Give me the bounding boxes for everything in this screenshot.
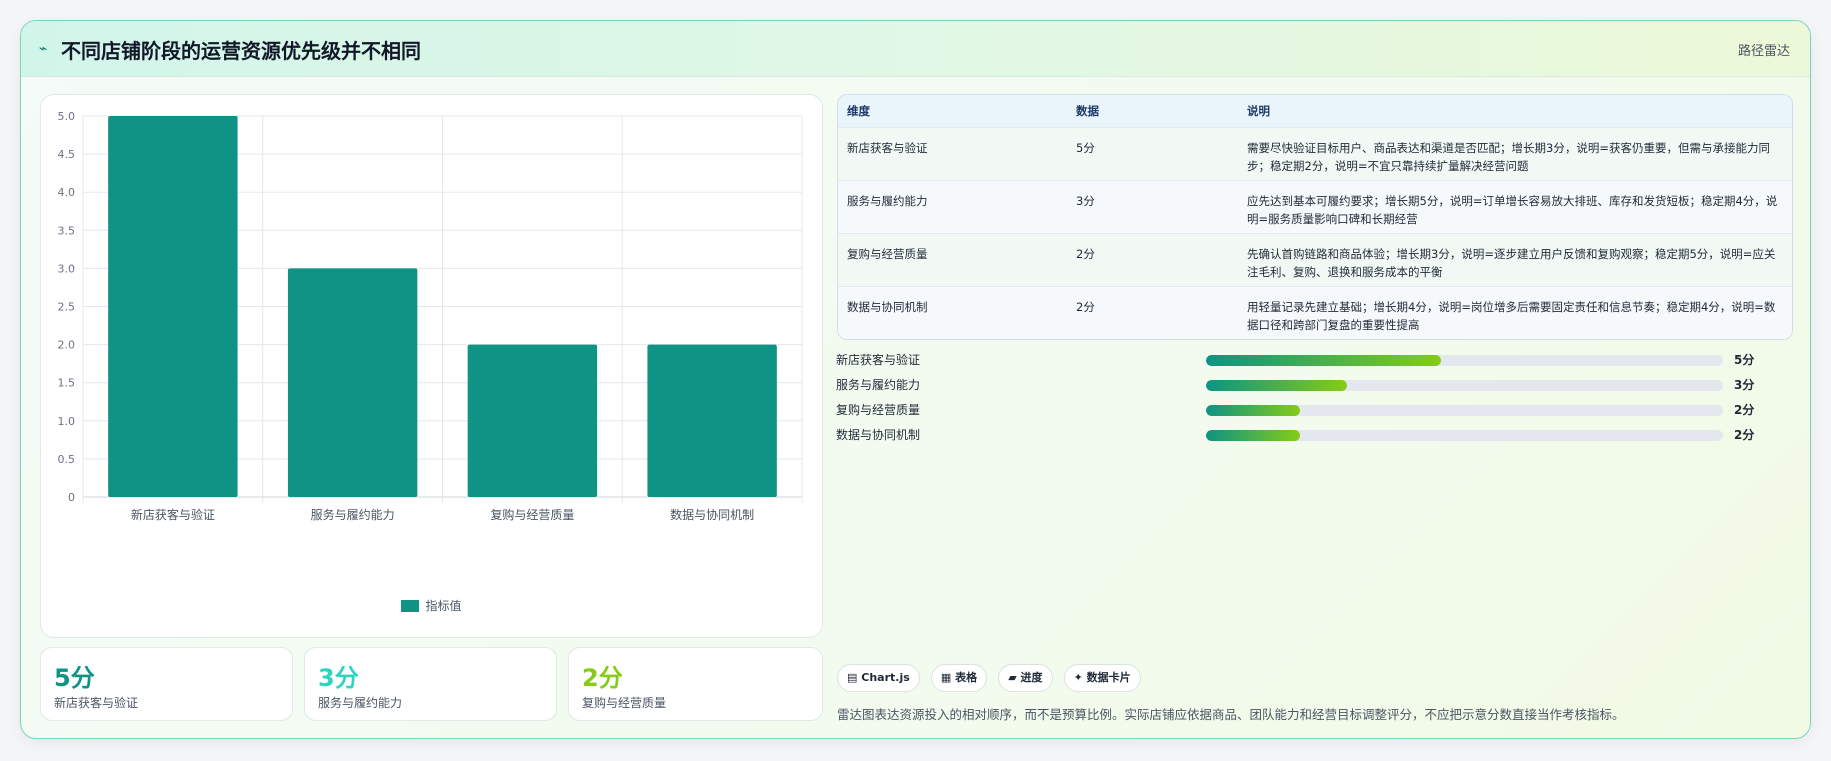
chip-label: 进度 [1020, 671, 1043, 684]
header-tag: 路径雷达 [1737, 44, 1790, 59]
legend-swatch [401, 600, 420, 612]
y-tick-label: 0.5 [58, 453, 76, 466]
y-tick-label: 3.0 [58, 262, 76, 275]
bar [467, 344, 598, 497]
stat-card-service: 3分 服务与履约能力 [304, 647, 557, 721]
progress-track [1206, 380, 1723, 391]
progress-row: 复购与经营质量 2分 [836, 398, 1796, 423]
table-header-row: 维度 数据 说明 [838, 95, 1792, 127]
cell-note: 需要尽快验证目标用户、商品表达和渠道是否匹配；增长期3分，说明=获客仍重要，但需… [1247, 140, 1770, 173]
stat-label: 复购与经营质量 [582, 696, 667, 710]
sparkle-icon: ✦ [1073, 671, 1083, 684]
chip-table[interactable]: ▦ 表格 [930, 664, 988, 692]
cell-value: 3分 [1076, 193, 1095, 208]
footnote: 雷达图表达资源投入的相对顺序，而不是预算比例。实际店铺应依据商品、团队能力和经营… [837, 707, 1625, 722]
chart-icon: ▤ [847, 671, 858, 684]
progress-value: 2分 [1734, 403, 1755, 417]
data-table-panel: 维度 数据 说明 新店获客与验证 5分 需要尽快验证目标用户、商品表达和渠道是否… [837, 94, 1793, 340]
stat-label: 服务与履约能力 [318, 696, 403, 710]
chip-label: 数据卡片 [1086, 671, 1131, 684]
y-tick-label: 2.0 [58, 339, 76, 352]
cell-note: 应先达到基本可履约要求；增长期5分，说明=订单增长容易放大排班、库存和发货短板；… [1247, 193, 1778, 226]
progress-fill [1206, 380, 1347, 391]
x-tick-label: 数据与协同机制 [670, 507, 754, 522]
cell-value: 5分 [1076, 140, 1095, 155]
x-tick-label: 复购与经营质量 [490, 507, 574, 522]
progress-value: 5分 [1734, 353, 1755, 367]
table-row: 数据与协同机制 2分 用轻量记录先建立基础；增长期4分，说明=岗位增多后需要固定… [838, 286, 1792, 339]
stat-card-acquisition: 5分 新店获客与验证 [40, 647, 293, 721]
bar-chart: 0 0.5 1.0 1.5 2.0 2.5 3.0 3.5 4.0 4.5 5.0 新店获客与验证 服务… [58, 110, 803, 522]
progress-label: 数据与协同机制 [836, 428, 921, 442]
bar [287, 268, 418, 497]
x-tick-label: 新店获客与验证 [131, 507, 215, 522]
cell-dimension: 数据与协同机制 [847, 299, 928, 314]
stat-card-repurchase: 2分 复购与经营质量 [568, 647, 823, 721]
progress-track [1206, 355, 1723, 366]
x-tick-label: 服务与履约能力 [311, 507, 395, 522]
chip-progress[interactable]: ▰ 进度 [998, 664, 1053, 692]
cell-value: 2分 [1076, 299, 1095, 314]
progress-track [1206, 430, 1723, 441]
progress-label: 服务与履约能力 [836, 378, 921, 392]
chip-label: 表格 [955, 671, 978, 684]
bar [108, 116, 238, 497]
progress-icon: ▰ [1008, 671, 1017, 684]
progress-fill [1206, 355, 1441, 366]
table-row: 复购与经营质量 2分 先确认首购链路和商品体验；增长期3分，说明=逐步建立用户反… [838, 233, 1792, 286]
chip-data-cards[interactable]: ✦ 数据卡片 [1063, 664, 1141, 692]
y-tick-label: 2.5 [58, 301, 76, 314]
cell-dimension: 服务与履约能力 [847, 193, 928, 208]
progress-fill [1206, 430, 1301, 441]
column-header-note: 说明 [1247, 103, 1270, 118]
table-icon: ▦ [940, 671, 952, 684]
stat-label: 新店获客与验证 [54, 696, 139, 710]
y-tick-label: 1.0 [58, 415, 76, 428]
progress-row: 服务与履约能力 3分 [836, 373, 1796, 398]
card-header: ⌁ 不同店铺阶段的运营资源优先级并不相同 路径雷达 [21, 21, 1810, 77]
progress-value: 3分 [1734, 378, 1755, 392]
cell-dimension: 新店获客与验证 [847, 140, 928, 155]
data-table: 维度 数据 说明 新店获客与验证 5分 需要尽快验证目标用户、商品表达和渠道是否… [838, 95, 1792, 339]
view-chips: ▤ Chart.js ▦ 表格 ▰ 进度 ✦ 数据卡片 [837, 664, 1147, 692]
cell-dimension: 复购与经营质量 [847, 246, 928, 261]
bar-chart-panel: 0 0.5 1.0 1.5 2.0 2.5 3.0 3.5 4.0 4.5 5.0 新店获客与验证 服务… [40, 94, 823, 638]
stat-value: 5分 [54, 664, 95, 692]
table-row: 新店获客与验证 5分 需要尽快验证目标用户、商品表达和渠道是否匹配；增长期3分，… [838, 127, 1792, 180]
cell-value: 2分 [1076, 246, 1095, 261]
legend-label: 指标值 [425, 599, 462, 613]
progress-row: 新店获客与验证 5分 [836, 348, 1796, 373]
progress-fill [1206, 405, 1301, 416]
main-card: ⌁ 不同店铺阶段的运营资源优先级并不相同 路径雷达 0 0.5 1.0 1.5 2.0 2… [20, 20, 1811, 739]
stat-value: 2分 [582, 664, 623, 692]
chip-chartjs[interactable]: ▤ Chart.js [837, 664, 920, 692]
progress-track [1206, 405, 1723, 416]
y-tick-label: 1.5 [58, 377, 76, 390]
y-tick-label: 4.5 [58, 148, 76, 161]
progress-label: 新店获客与验证 [836, 353, 921, 367]
bar [647, 344, 777, 497]
progress-value: 2分 [1734, 428, 1755, 442]
progress-label: 复购与经营质量 [836, 403, 921, 417]
progress-list: 新店获客与验证 5分 服务与履约能力 3分 复购与经营质量 2分 数据与协同机制… [836, 348, 1796, 448]
column-header-dimension: 维度 [847, 103, 870, 118]
y-tick-label: 3.5 [58, 224, 76, 237]
page-title: 不同店铺阶段的运营资源优先级并不相同 [61, 39, 421, 63]
column-header-value: 数据 [1076, 103, 1099, 118]
cell-note: 用轻量记录先建立基础；增长期4分，说明=岗位增多后需要固定责任和信息节奏；稳定期… [1247, 299, 1776, 332]
trend-line-icon: ⌁ [39, 41, 48, 57]
stat-value: 3分 [318, 664, 359, 692]
progress-row: 数据与协同机制 2分 [836, 423, 1796, 448]
chip-label: Chart.js [861, 671, 910, 684]
y-tick-label: 5.0 [58, 110, 76, 123]
cell-note: 先确认首购链路和商品体验；增长期3分，说明=逐步建立用户反馈和复购观察；稳定期5… [1247, 246, 1776, 279]
chart-legend: 指标值 [41, 597, 822, 614]
table-row: 服务与履约能力 3分 应先达到基本可履约要求；增长期5分，说明=订单增长容易放大… [838, 180, 1792, 233]
y-tick-label: 4.0 [58, 186, 76, 199]
y-tick-label: 0 [68, 491, 75, 504]
